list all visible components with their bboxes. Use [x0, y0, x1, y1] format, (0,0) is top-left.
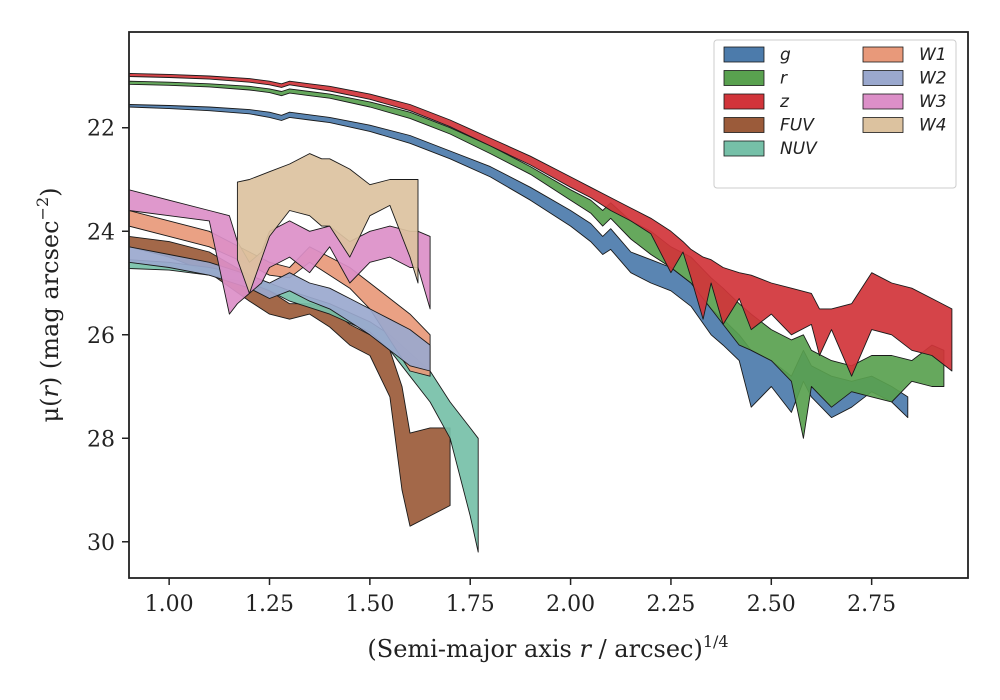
y-axis-label-prefix: μ(: [36, 398, 64, 423]
x-tick-label: 2.75: [847, 592, 896, 617]
legend-label-g: g: [780, 45, 791, 65]
x-tick-label: 2.00: [546, 592, 595, 617]
x-axis-label: (Semi-major axis r / arcsec)1/4: [367, 632, 728, 663]
y-axis-label-exponent: −2: [33, 197, 52, 221]
y-tick-label: 30: [87, 531, 115, 556]
legend-label-nuv: NUV: [780, 139, 818, 159]
x-tick-label: 1.25: [245, 592, 294, 617]
legend-swatch-r: [723, 70, 765, 86]
x-axis-label-unit: / arcsec): [591, 635, 703, 663]
legend-swatch-nuv: [723, 140, 765, 157]
x-axis-label-prefix: (Semi-major axis: [367, 635, 579, 663]
y-tick-label: 22: [87, 117, 115, 142]
legend-swatch-w1: [862, 46, 904, 63]
legend-swatch-z: [723, 93, 765, 110]
series-band-w2: [129, 246, 431, 372]
legend: grz FUV NUV W1 W2 W3 W4: [713, 39, 957, 189]
series-layer: [129, 72, 953, 553]
legend-swatch-fuv: [723, 117, 765, 133]
legend-label-w4: W4: [919, 116, 947, 136]
y-axis-label: μ(r) (mag arcsec−2): [33, 187, 64, 422]
legend-label-w2: W2: [919, 69, 947, 89]
x-axis-label-var: r: [579, 635, 592, 663]
x-tick-label: 1.00: [145, 592, 194, 617]
legend-swatch-g: [723, 46, 765, 63]
legend-label-fuv: FUV: [780, 116, 815, 136]
y-axis-label-close: ): [36, 187, 64, 196]
y-tick-label: 28: [87, 427, 115, 452]
legend-label-r: r: [780, 69, 788, 89]
x-axis-label-exponent: 1/4: [703, 632, 729, 651]
series-band-z: [129, 72, 953, 377]
series-band-w4: [236, 153, 419, 294]
x-tick-label: 1.75: [446, 592, 495, 617]
legend-swatch-w2: [862, 70, 904, 86]
legend-label-w1: W1: [919, 45, 947, 65]
plot-frame: [128, 31, 969, 579]
y-axis-label-var: r: [36, 385, 64, 398]
legend-swatch-w3: [862, 93, 904, 110]
y-tick-label: 26: [87, 324, 115, 349]
series-band-r: [129, 80, 945, 439]
y-axis-label-unit: ) (mag arcsec: [36, 220, 64, 386]
x-tick-label: 2.25: [646, 592, 695, 617]
legend-label-w3: W3: [919, 92, 947, 112]
x-tick-label: 1.50: [345, 592, 394, 617]
legend-swatch-w4: [862, 117, 904, 133]
series-band-fuv: [129, 235, 451, 527]
legend-label-z: z: [779, 92, 790, 112]
y-tick-label: 24: [87, 220, 115, 245]
x-tick-label: 2.50: [747, 592, 796, 617]
ticks-layer: 1.00 1.25 1.50 1.75 2.00 2.25 2.50 2.75 22 24 26 28…: [87, 117, 896, 617]
